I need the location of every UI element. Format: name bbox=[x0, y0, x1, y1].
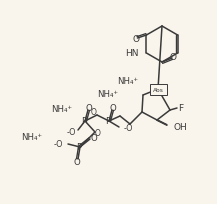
Text: O: O bbox=[74, 158, 80, 167]
Text: NH₄⁺: NH₄⁺ bbox=[21, 133, 43, 142]
Text: O: O bbox=[169, 53, 176, 62]
Text: O: O bbox=[91, 108, 97, 117]
Text: P: P bbox=[76, 143, 82, 152]
Text: O: O bbox=[133, 35, 140, 44]
Text: F: F bbox=[178, 104, 184, 113]
Text: -O: -O bbox=[54, 140, 63, 149]
FancyBboxPatch shape bbox=[150, 84, 166, 95]
Text: O: O bbox=[110, 104, 116, 113]
Text: NH₄⁺: NH₄⁺ bbox=[51, 105, 72, 114]
Text: P: P bbox=[81, 117, 87, 126]
Text: HN: HN bbox=[125, 49, 138, 58]
Text: P: P bbox=[105, 117, 111, 126]
Text: NH₄⁺: NH₄⁺ bbox=[97, 90, 118, 99]
Text: O: O bbox=[86, 104, 92, 113]
Text: Abs: Abs bbox=[153, 88, 163, 93]
Text: O: O bbox=[91, 134, 97, 143]
Text: NH₄⁺: NH₄⁺ bbox=[117, 77, 139, 86]
Text: -O: -O bbox=[124, 124, 133, 133]
Text: O: O bbox=[95, 129, 101, 138]
Text: OH: OH bbox=[173, 122, 187, 131]
Text: -O: -O bbox=[66, 128, 76, 137]
